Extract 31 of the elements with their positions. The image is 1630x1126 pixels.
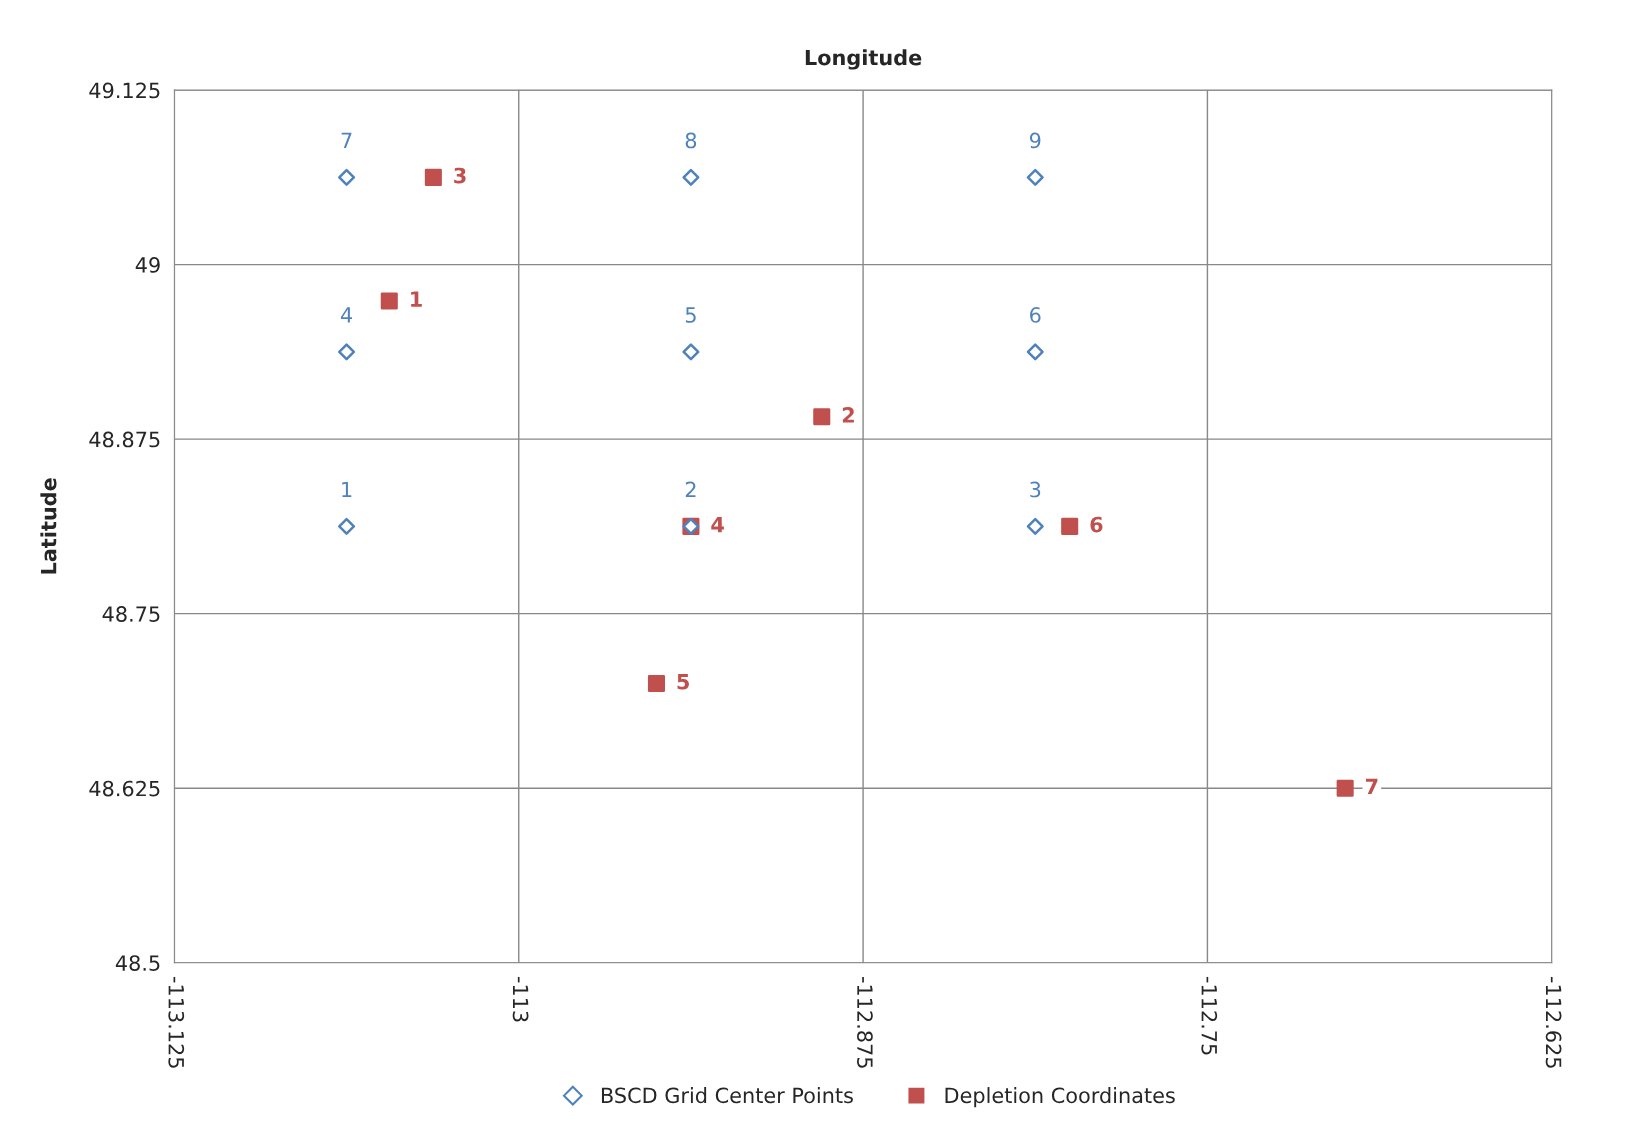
- y-tick-label: 49.125: [89, 82, 160, 99]
- annotation: 1: [342, 481, 352, 498]
- y-tick-label: 48.875: [89, 431, 160, 448]
- annotation: 9: [1029, 132, 1041, 149]
- x-tick-label: -113.125: [168, 976, 185, 1068]
- y-tick-label: 48.625: [89, 780, 160, 797]
- annotation: 5: [685, 307, 696, 323]
- legend-label: Depletion Coordinates: [945, 1087, 1175, 1108]
- annotation: 7: [1366, 778, 1378, 794]
- annotation: 2: [685, 481, 696, 498]
- annotation: 3: [454, 167, 466, 184]
- annotation: 2: [842, 407, 854, 423]
- legend-label: BSCD Grid Center Points: [601, 1087, 853, 1104]
- annotation: 8: [685, 132, 697, 149]
- x-tick-label: -112.625: [1545, 976, 1562, 1068]
- annotation: 3: [1030, 481, 1041, 498]
- annotation: 6: [1090, 516, 1103, 533]
- x-axis-title: Longitude: [805, 49, 922, 70]
- y-tick-label: 49: [135, 257, 160, 273]
- annotation: 5: [677, 674, 689, 690]
- x-tick-label: -112.75: [1201, 976, 1218, 1055]
- x-tick-label: -112.875: [857, 976, 873, 1068]
- y-axis-title: Latitude: [40, 478, 57, 574]
- y-tick-label: 48.5: [115, 955, 160, 971]
- x-tick-label: -113: [512, 976, 529, 1022]
- y-tick-label: 48.75: [102, 606, 160, 622]
- annotation: 4: [340, 307, 353, 323]
- annotation: 4: [711, 516, 724, 533]
- annotation: 7: [341, 132, 352, 149]
- annotation: 6: [1030, 307, 1041, 323]
- annotation: 1: [411, 291, 422, 307]
